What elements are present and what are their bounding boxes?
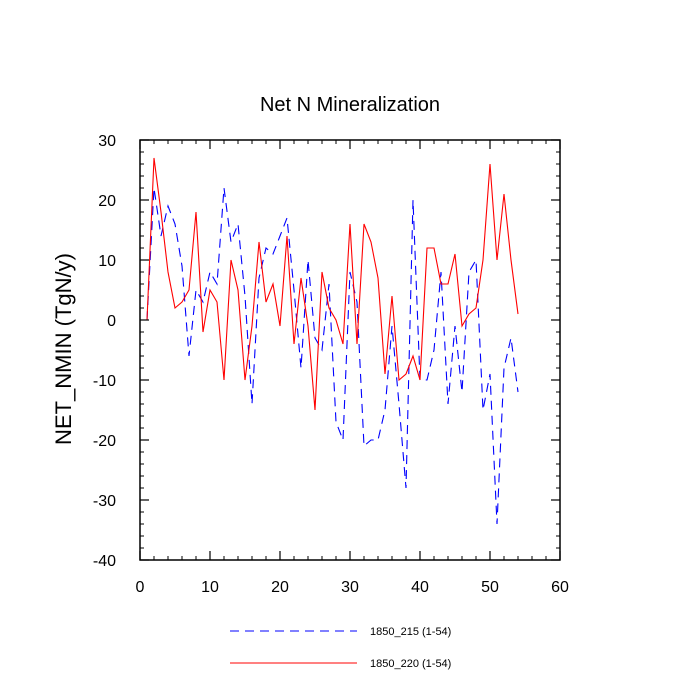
series-line-1 [146,187,519,525]
y-tick-label: 30 [98,133,116,150]
ticks-layer: 0 10 20 30 40 50 60 30 20 10 0 -10 -20 -30 -40 [93,133,569,596]
x-tick-label: 50 [481,579,499,596]
x-tick-label: 10 [201,579,219,596]
legend-label-series-1: 1850_215 (1-54) [370,626,451,638]
legend: 1850_215 (1-54) 1850_220 (1-54) [230,626,451,670]
x-tick-label: 40 [411,579,429,596]
y-tick-label: 0 [107,313,116,330]
y-tick-label: -10 [93,373,116,390]
y-tick-label: -40 [93,553,116,570]
x-tick-label: 0 [136,579,145,596]
chart-title: Net N Mineralization [260,94,440,116]
legend-label-series-2: 1850_220 (1-54) [370,658,451,670]
plot-frame [139,139,561,561]
x-tick-label: 30 [341,579,359,596]
y-tick-label: -30 [93,493,116,510]
x-tick-label: 60 [551,579,569,596]
y-tick-label: -20 [93,433,116,450]
y-axis-label: NET_NMIN (TgN/y) [51,253,76,445]
series-layer [146,157,519,525]
y-tick-label: 10 [98,253,116,270]
y-tick-label: 20 [98,193,116,210]
series-line-2 [146,157,519,411]
x-tick-label: 20 [271,579,289,596]
